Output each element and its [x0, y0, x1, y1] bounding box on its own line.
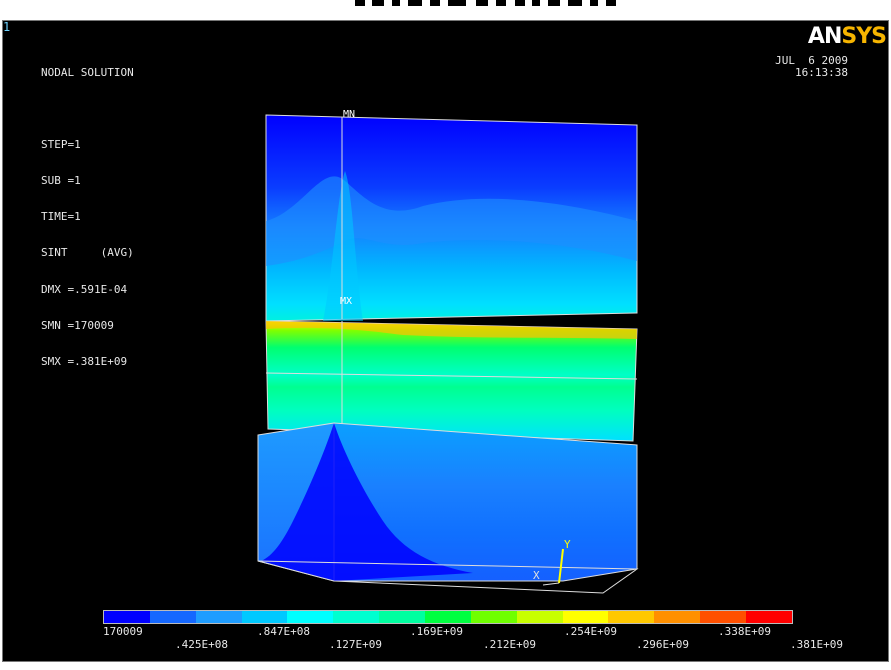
legend-color-band — [700, 611, 747, 623]
plot-time: 16:13:38 — [795, 66, 848, 79]
info-line: SINT (AVG) — [41, 246, 134, 260]
info-line: SUB =1 — [41, 174, 81, 188]
legend-color-band — [195, 611, 242, 623]
legend-label-bottom: .296E+09 — [636, 638, 689, 651]
contour-legend-bar — [103, 610, 793, 624]
legend-color-band — [379, 611, 426, 623]
legend-color-band — [608, 611, 655, 623]
legend-label-top: .254E+09 — [564, 625, 617, 638]
legend-label-top: .169E+09 — [410, 625, 463, 638]
legend-label-top: 170009 — [103, 625, 143, 638]
legend-color-band — [746, 611, 792, 623]
info-line: NODAL SOLUTION — [41, 66, 134, 79]
info-line: DMX =.591E-04 — [41, 282, 128, 296]
window-number: 1 — [3, 20, 11, 34]
info-line: TIME=1 — [41, 210, 81, 224]
legend-color-band — [149, 611, 196, 623]
legend-color-band — [654, 611, 701, 623]
legend-label-bottom: .425E+08 — [175, 638, 228, 651]
ansys-logo: ANSYS — [807, 24, 887, 49]
title-strip — [0, 0, 891, 20]
legend-label-top: .338E+09 — [718, 625, 771, 638]
coordinate-triad: Y X — [533, 538, 571, 586]
legend-color-band — [516, 611, 563, 623]
triad-y-label: Y — [564, 538, 571, 551]
legend-label-bottom: .127E+09 — [329, 638, 382, 651]
info-line: STEP=1 — [41, 138, 81, 152]
legend-label-bottom: .381E+09 — [790, 638, 843, 651]
info-line: SMX =.381E+09 — [41, 354, 128, 368]
legend-color-band — [333, 611, 380, 623]
triad-x-label: X — [533, 569, 540, 582]
logo-sys: SYS — [841, 24, 887, 49]
fea-model: MN MX Y X — [257, 109, 639, 594]
plot-date: JUL 6 2009 — [775, 54, 848, 67]
legend-color-band — [425, 611, 471, 623]
legend-color-band — [470, 611, 517, 623]
legend-color-band — [104, 611, 150, 623]
legend-color-band — [241, 611, 288, 623]
legend-color-band — [562, 611, 609, 623]
logo-an: AN — [807, 24, 842, 49]
legend-label-bottom: .212E+09 — [483, 638, 536, 651]
min-marker: MN — [343, 109, 355, 120]
plot-info: NODAL SOLUTION STEP=1 SUB =1 TIME=1 SINT… — [41, 43, 134, 392]
graphics-window[interactable]: MN MX Y X 1 NODAL SOLUTION STEP=1 SUB =1… — [2, 20, 889, 662]
legend-label-top: .847E+08 — [257, 625, 310, 638]
info-line — [41, 103, 134, 115]
info-line: SMN =170009 — [41, 318, 114, 332]
cropped-title-text — [355, 0, 616, 6]
max-marker: MX — [340, 296, 352, 307]
legend-color-band — [287, 611, 334, 623]
